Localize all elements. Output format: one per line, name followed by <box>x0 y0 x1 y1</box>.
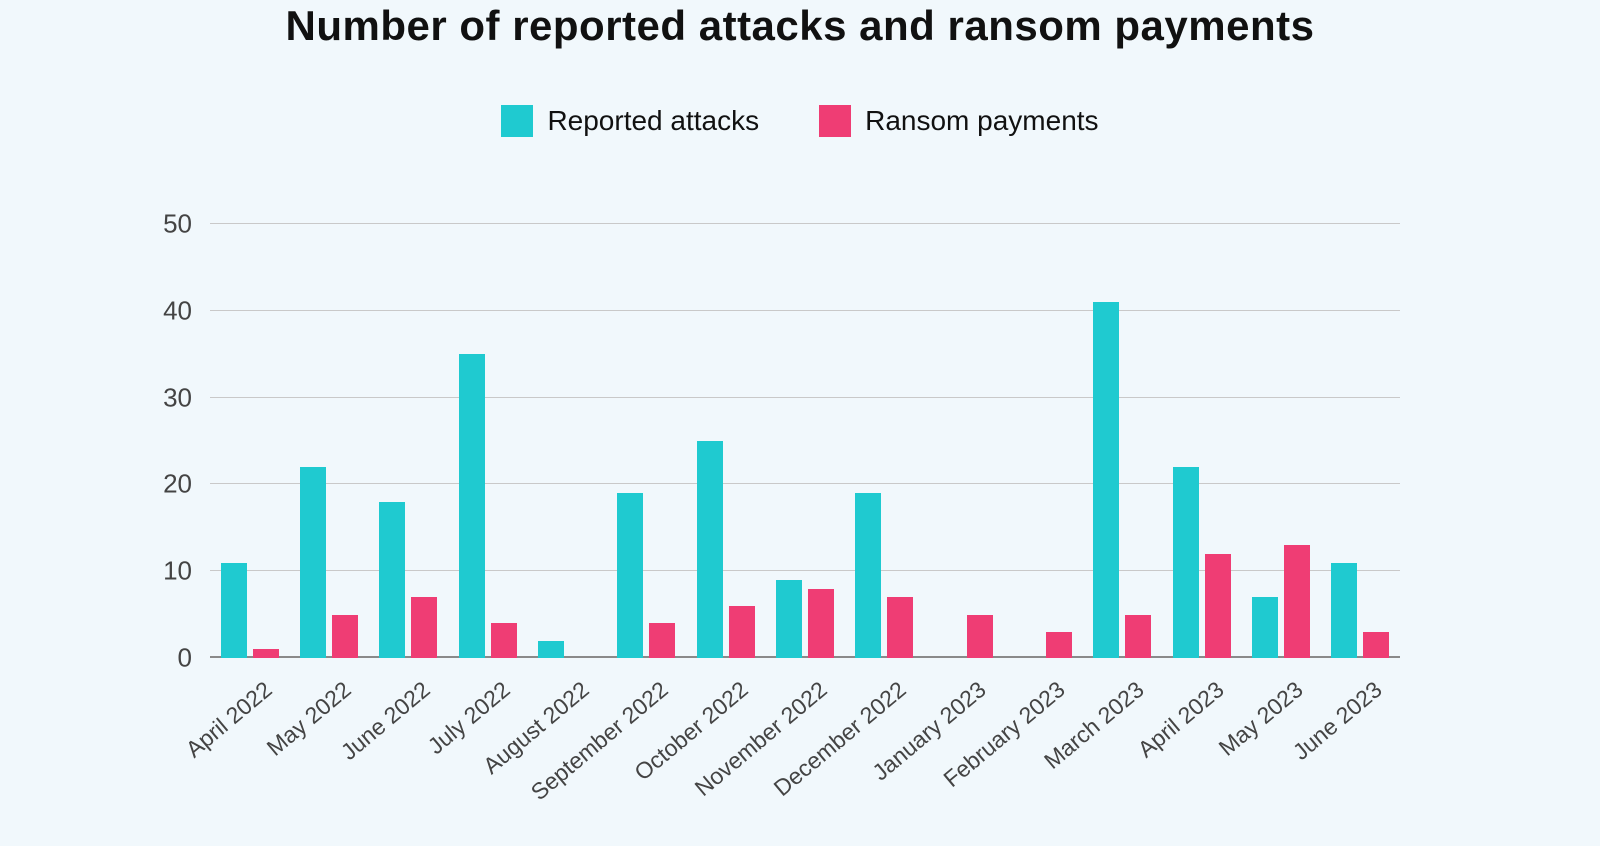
bar-ransom <box>491 623 517 658</box>
x-axis-labels: April 2022May 2022June 2022July 2022Augu… <box>210 658 1400 828</box>
bar-ransom <box>887 597 913 658</box>
bar-reported <box>300 467 326 658</box>
bar-ransom <box>967 615 993 658</box>
bar-reported <box>459 354 485 658</box>
gridline <box>210 397 1400 398</box>
bar-ransom <box>808 589 834 658</box>
ytick-label: 30 <box>163 382 192 413</box>
bar-reported <box>1331 563 1357 658</box>
bar-ransom <box>411 597 437 658</box>
bar-ransom <box>1363 632 1389 658</box>
ytick-label: 0 <box>178 643 192 674</box>
gridline <box>210 310 1400 311</box>
ytick-label: 10 <box>163 556 192 587</box>
bar-ransom <box>332 615 358 658</box>
bar-reported <box>379 502 405 658</box>
bar-ransom <box>729 606 755 658</box>
ytick-label: 20 <box>163 469 192 500</box>
legend-swatch-ransom <box>819 105 851 137</box>
plot-area: 01020304050 <box>210 198 1400 658</box>
legend-item-ransom: Ransom payments <box>819 105 1098 137</box>
gridline <box>210 223 1400 224</box>
legend-swatch-reported <box>501 105 533 137</box>
legend-label-reported: Reported attacks <box>547 105 759 137</box>
chart-title: Number of reported attacks and ransom pa… <box>0 2 1600 50</box>
bar-reported <box>617 493 643 658</box>
bar-reported <box>538 641 564 658</box>
gridline <box>210 483 1400 484</box>
bar-ransom <box>253 649 279 658</box>
bar-ransom <box>649 623 675 658</box>
bar-reported <box>221 563 247 658</box>
legend-label-ransom: Ransom payments <box>865 105 1098 137</box>
bar-reported <box>776 580 802 658</box>
chart-container: Number of reported attacks and ransom pa… <box>0 0 1600 846</box>
bar-ransom <box>1205 554 1231 658</box>
bar-reported <box>1173 467 1199 658</box>
bar-reported <box>697 441 723 658</box>
legend-item-reported: Reported attacks <box>501 105 759 137</box>
bar-reported <box>1252 597 1278 658</box>
ytick-label: 50 <box>163 209 192 240</box>
bar-reported <box>1093 302 1119 658</box>
ytick-label: 40 <box>163 295 192 326</box>
bar-ransom <box>1046 632 1072 658</box>
bar-ransom <box>1284 545 1310 658</box>
bar-ransom <box>1125 615 1151 658</box>
bar-reported <box>855 493 881 658</box>
legend: Reported attacks Ransom payments <box>0 105 1600 137</box>
